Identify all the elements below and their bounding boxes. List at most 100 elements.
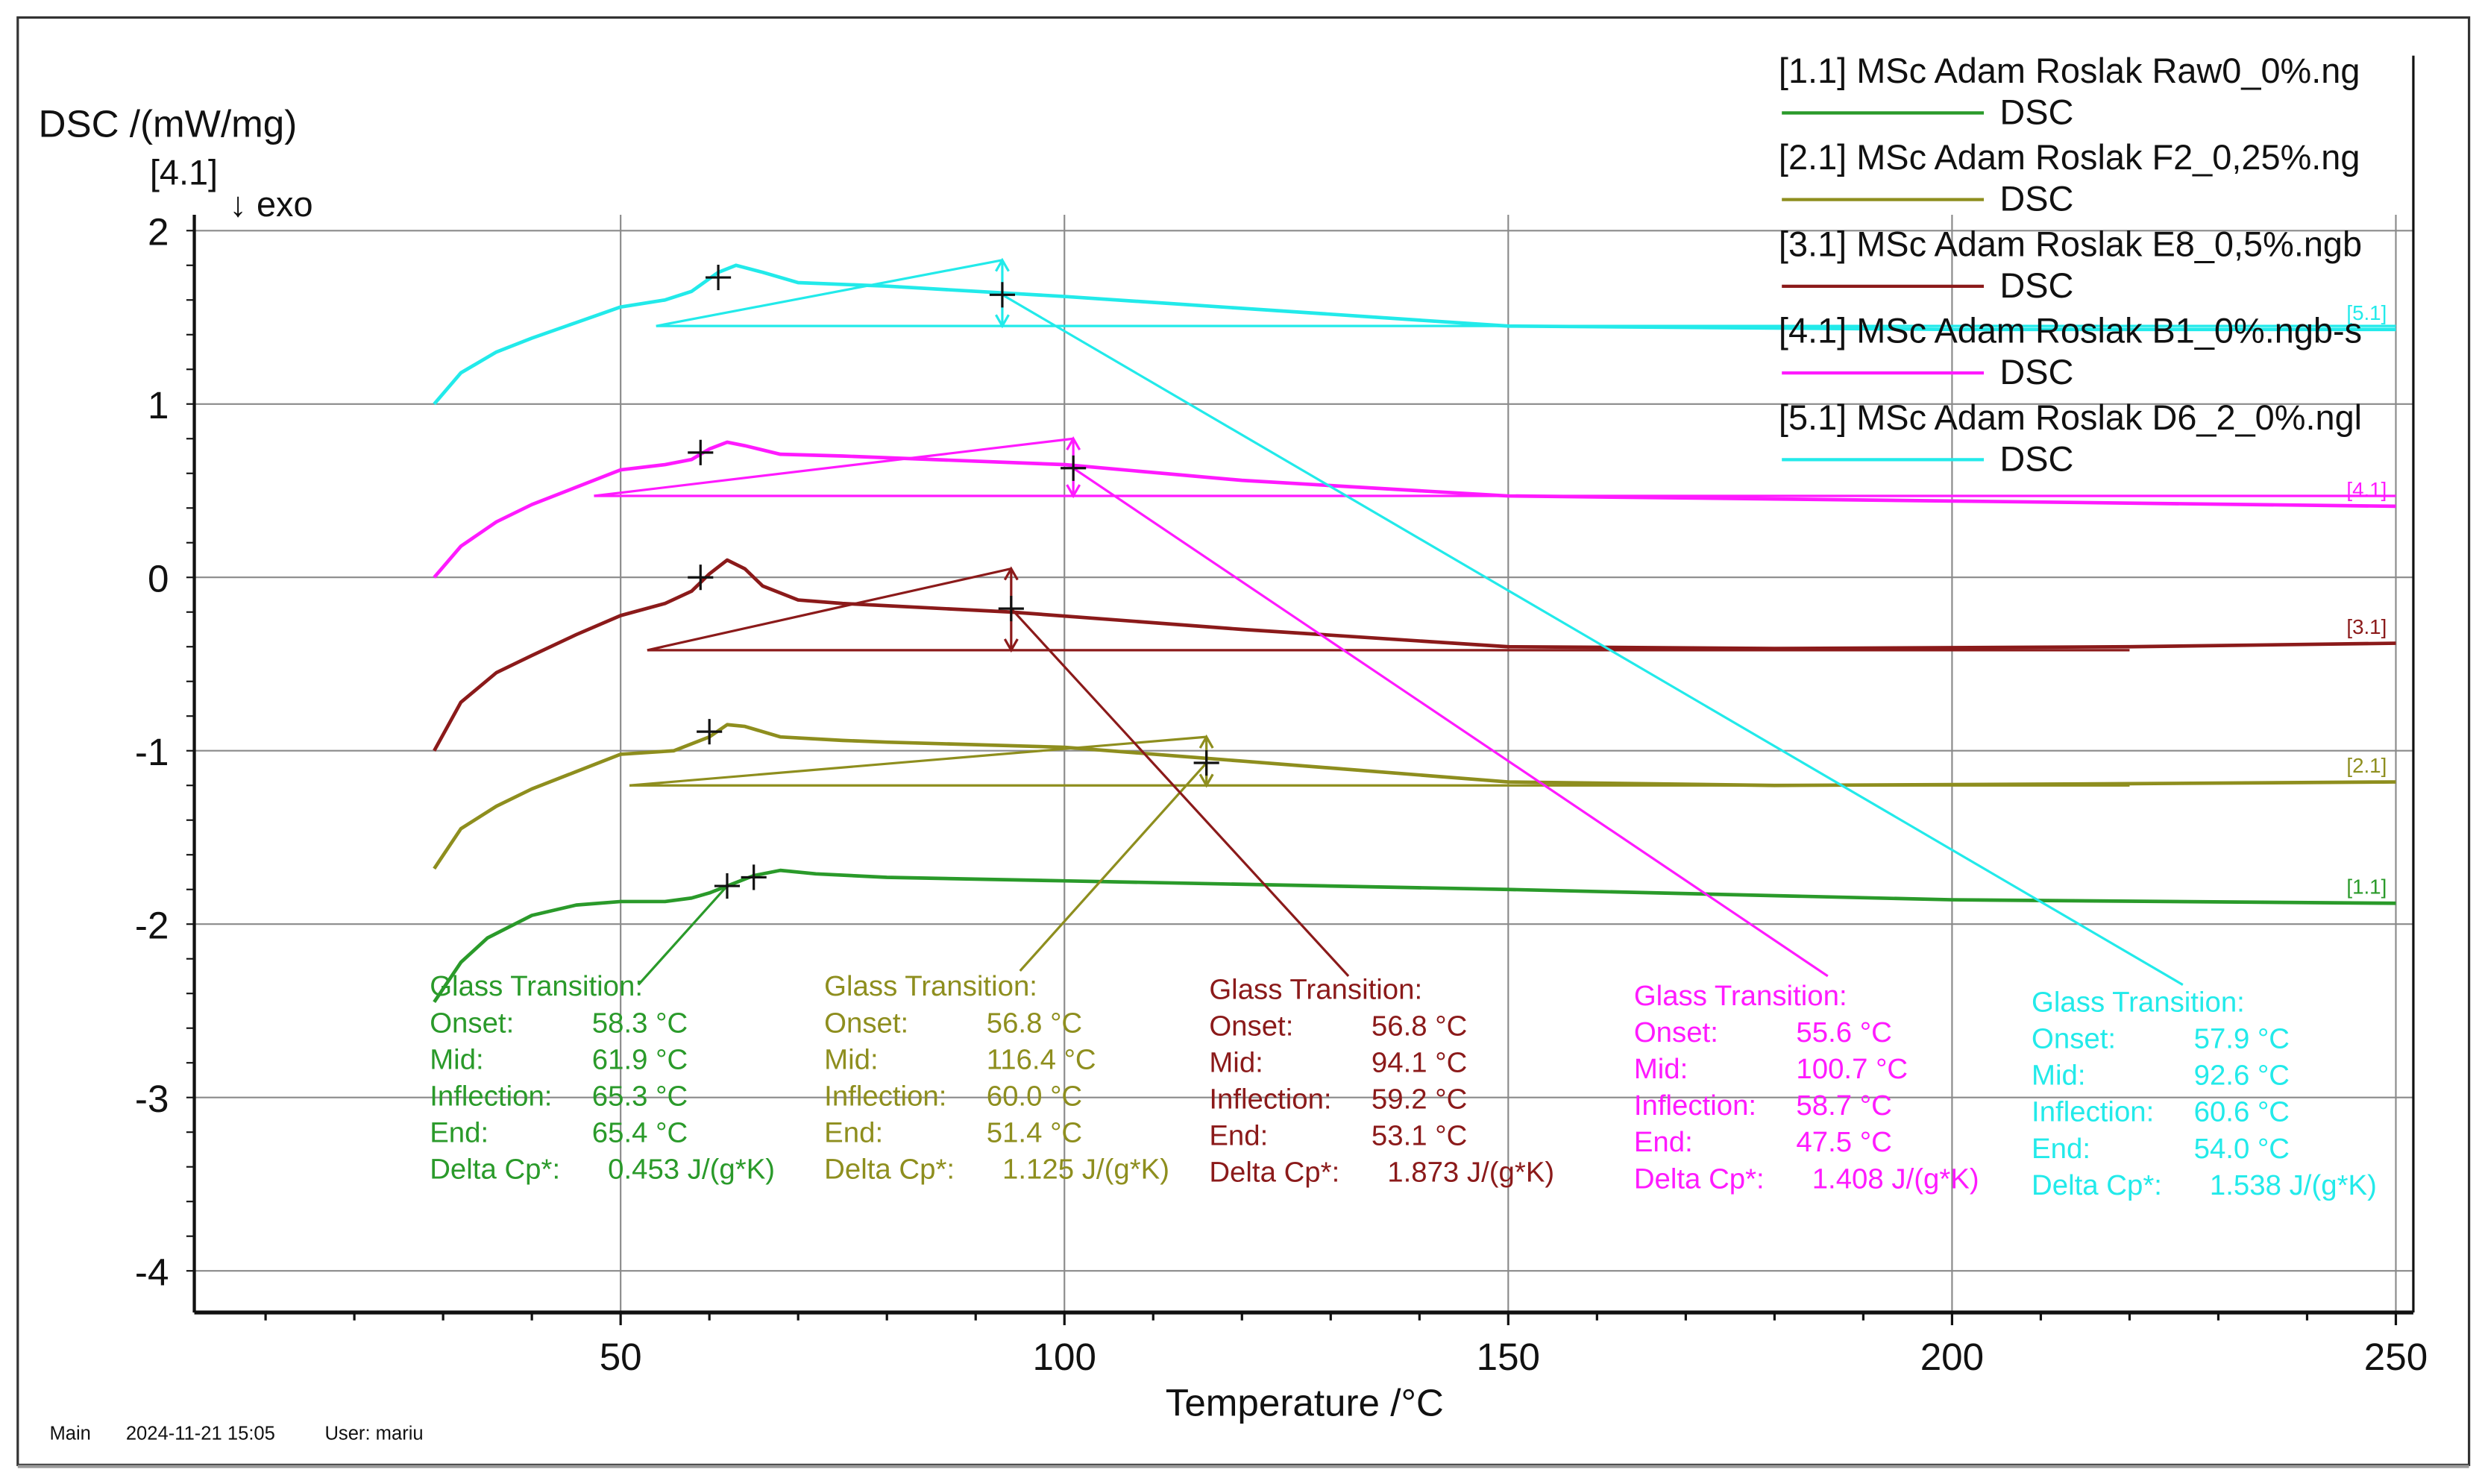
- annotation-label: Delta Cp*:: [430, 1153, 560, 1185]
- annotation-label: Delta Cp*:: [824, 1153, 955, 1185]
- annotation-value: 60.0 °C: [987, 1080, 1082, 1112]
- annotation-label: End:: [1209, 1120, 1268, 1152]
- annotation-5.1: Glass Transition: Onset: 57.9 °C Mid: 92.6 °…: [2032, 987, 2377, 1201]
- dsc-curve-line: [433, 558, 2396, 752]
- annotation-value: 51.4 °C: [987, 1116, 1082, 1148]
- series-3.1: [3.1]: [433, 558, 2396, 978]
- footer-user: User: mariu: [324, 1423, 423, 1444]
- dsc-curve-line: [433, 723, 2396, 870]
- annotation-value: 55.6 °C: [1796, 1016, 1891, 1048]
- x-tick-label: 100: [1033, 1336, 1096, 1378]
- marker-cross: [989, 282, 1015, 308]
- series-2.1: [2.1]: [433, 719, 2396, 972]
- marker-cross: [1193, 749, 1219, 776]
- annotation-title: Glass Transition:: [1209, 973, 1422, 1005]
- x-tick-label: 250: [2364, 1336, 2428, 1378]
- annotation-label: Mid:: [2032, 1060, 2086, 1092]
- y-tick-label: -4: [135, 1251, 169, 1293]
- series-4.1: [4.1]: [433, 436, 2396, 978]
- annotation-value: 54.0 °C: [2194, 1133, 2290, 1165]
- legend-sublabel: DSC: [1999, 266, 2073, 305]
- annotation-value: 1.408 J/(g*K): [1812, 1163, 1979, 1195]
- annotation-label: Onset:: [430, 1007, 514, 1039]
- annotation-value: 47.5 °C: [1796, 1126, 1891, 1158]
- annotation-label: Onset:: [824, 1007, 908, 1039]
- annotation-value: 1.125 J/(g*K): [1002, 1153, 1169, 1185]
- annotation-value: 56.8 °C: [987, 1007, 1082, 1039]
- annotation-label: Onset:: [1634, 1016, 1718, 1048]
- annotation-value: 58.3 °C: [592, 1007, 688, 1039]
- legend-sublabel: DSC: [1999, 180, 2073, 218]
- arrow-heads: [1003, 566, 1019, 653]
- legend-sublabel: DSC: [1999, 439, 2073, 478]
- x-tick-label: 50: [600, 1336, 642, 1378]
- curve-tag: [3.1]: [2346, 615, 2387, 638]
- dsc-curve-line: [433, 868, 2396, 1004]
- legend-sublabel: DSC: [1999, 353, 2073, 392]
- tangent-line: [629, 735, 1207, 787]
- annotation-label: End:: [1634, 1126, 1693, 1158]
- annotation-label: Inflection:: [824, 1080, 946, 1112]
- footer-datetime: 2024-11-21 15:05: [126, 1423, 275, 1444]
- marker-cross: [998, 596, 1024, 622]
- series-5.1: [5.1]: [433, 257, 2396, 986]
- y-tick-label: -3: [135, 1078, 169, 1120]
- annotation-label: Delta Cp*:: [1634, 1163, 1765, 1195]
- y-curve-marker: [4.1]: [150, 153, 218, 192]
- annotation-label: Inflection:: [2032, 1096, 2154, 1128]
- annotation-1.1: Glass Transition: Onset: 58.3 °C Mid: 61.9 °…: [430, 970, 775, 1185]
- annotation-value: 116.4 °C: [987, 1043, 1096, 1075]
- annotation-label: Delta Cp*:: [2032, 1169, 2162, 1201]
- annotation-value: 94.1 °C: [1372, 1047, 1467, 1079]
- legend-label: [1.1] MSc Adam Roslak Raw0_0%.ng: [1779, 51, 2360, 90]
- annotation-value: 53.1 °C: [1372, 1120, 1467, 1152]
- tangent-line: [647, 567, 1012, 652]
- tangent-line: [594, 437, 1074, 497]
- annotation-title: Glass Transition:: [824, 970, 1037, 1002]
- annotation-value: 0.453 J/(g*K): [608, 1153, 775, 1185]
- legend-label: [5.1] MSc Adam Roslak D6_2_0%.ngl: [1779, 398, 2362, 437]
- annotation-label: Mid:: [1634, 1053, 1688, 1085]
- annotation-label: Onset:: [2032, 1023, 2116, 1055]
- y-tick-label: -1: [135, 731, 169, 773]
- annotation-leader-line: [1072, 467, 1829, 978]
- annotation-label: Inflection:: [1209, 1084, 1331, 1116]
- dsc-curve-line: [433, 440, 2396, 579]
- annotation-leader-line: [1002, 293, 2184, 986]
- marker-cross: [706, 264, 732, 291]
- annotation-label: End:: [2032, 1133, 2090, 1165]
- annotation-label: End:: [824, 1116, 883, 1148]
- legend-label: [2.1] MSc Adam Roslak F2_0,25%.ng: [1779, 138, 2360, 177]
- legend-label: [4.1] MSc Adam Roslak B1_0%.ngb-s: [1779, 312, 2362, 350]
- annotation-4.1: Glass Transition: Onset: 55.6 °C Mid: 100.7 …: [1634, 980, 1979, 1195]
- annotation-value: 65.4 °C: [592, 1116, 688, 1148]
- annotation-label: End:: [430, 1116, 488, 1148]
- annotation-title: Glass Transition:: [430, 970, 643, 1002]
- annotation-label: Mid:: [1209, 1047, 1263, 1079]
- y-axis-label: DSC /(mW/mg): [39, 102, 298, 145]
- curve-tag: [5.1]: [2346, 301, 2387, 324]
- annotation-label: Mid:: [430, 1043, 484, 1075]
- annotation-value: 65.3 °C: [592, 1080, 688, 1112]
- marker-cross: [688, 565, 714, 591]
- annotation-label: Inflection:: [430, 1080, 552, 1112]
- curve-tag: [4.1]: [2346, 478, 2387, 501]
- marker-cross: [1061, 455, 1087, 481]
- chart-frame: [16, 16, 2471, 1467]
- arrow-heads: [995, 257, 1010, 329]
- y-tick-label: 1: [148, 384, 169, 427]
- annotation-label: Delta Cp*:: [1209, 1157, 1339, 1189]
- annotation-title: Glass Transition:: [2032, 987, 2245, 1019]
- x-axis-label: Temperature /°C: [1166, 1381, 1444, 1424]
- annotation-leader-line: [637, 885, 729, 986]
- arrow-heads: [1198, 734, 1214, 788]
- annotation-value: 1.873 J/(g*K): [1387, 1157, 1554, 1189]
- series-1.1: [1.1]: [433, 864, 2396, 1004]
- marker-cross: [741, 864, 767, 890]
- annotation-title: Glass Transition:: [1634, 980, 1847, 1012]
- annotation-label: Inflection:: [1634, 1090, 1756, 1122]
- annotation-2.1: Glass Transition: Onset: 56.8 °C Mid: 116.4 …: [824, 970, 1169, 1185]
